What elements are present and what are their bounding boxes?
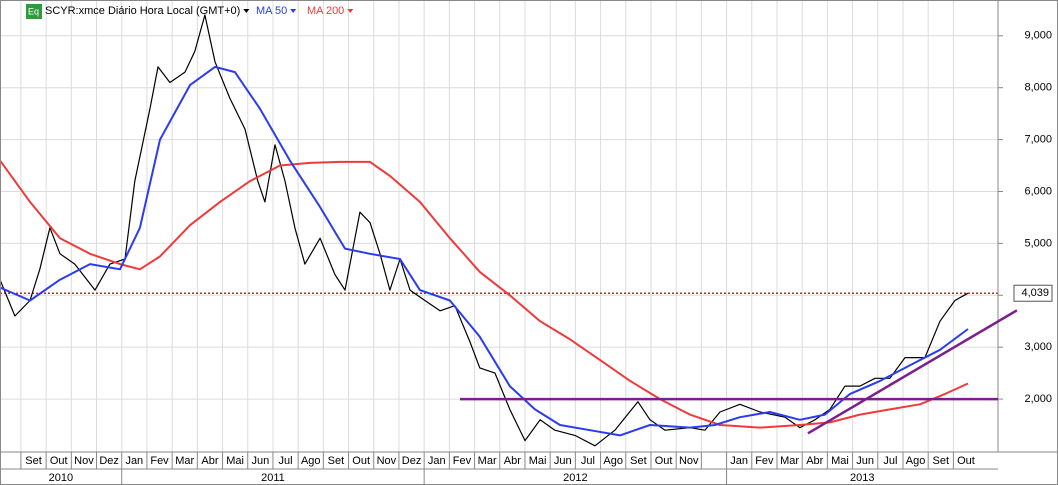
x-tick-label: Jul bbox=[883, 455, 897, 467]
x-tick-label: Out bbox=[50, 455, 68, 467]
y-tick-label: 3,000 bbox=[1024, 341, 1052, 353]
x-tick-label: Jun bbox=[554, 455, 572, 467]
legend-entry[interactable]: MA 200 bbox=[307, 5, 344, 17]
legend-entry[interactable]: MA 50 bbox=[256, 5, 287, 17]
y-tick-label: 8,000 bbox=[1024, 82, 1052, 94]
x-tick-label: Jul bbox=[279, 455, 293, 467]
ma-line bbox=[0, 65, 969, 437]
x-tick-label: Ago bbox=[603, 455, 623, 467]
x-tick-label: Jul bbox=[581, 455, 595, 467]
last-price-box bbox=[1013, 284, 1053, 302]
eq-icon-text: Eq bbox=[28, 6, 39, 16]
x-tick-label: Fev bbox=[755, 455, 774, 467]
ma-line bbox=[0, 159, 969, 429]
x-tick-label: Ago bbox=[906, 455, 926, 467]
x-tick-label: Fev bbox=[150, 455, 169, 467]
x-tick-label: Out bbox=[352, 455, 370, 467]
x-tick-label: Jan bbox=[125, 455, 143, 467]
x-tick-label: Mai bbox=[226, 455, 244, 467]
y-tick-label: 7,000 bbox=[1024, 134, 1052, 146]
x-tick-label: Abr bbox=[806, 455, 823, 467]
year-label: 2010 bbox=[49, 472, 73, 484]
x-tick-label: Jan bbox=[428, 455, 446, 467]
x-tick-label: Dez bbox=[99, 455, 119, 467]
year-label: 2011 bbox=[261, 472, 285, 484]
last-price-label: 4,039 bbox=[1021, 287, 1049, 299]
x-tick-label: Nov bbox=[377, 455, 397, 467]
x-tick-label: Abr bbox=[504, 455, 521, 467]
y-tick-label: 5,000 bbox=[1024, 237, 1052, 249]
x-tick-label: Jan bbox=[730, 455, 748, 467]
marks bbox=[0, 14, 998, 447]
trend-line bbox=[807, 309, 1018, 435]
x-tick-label: Mai bbox=[831, 455, 849, 467]
x-tick-label: Ago bbox=[301, 455, 321, 467]
x-tick-label: Nov bbox=[679, 455, 699, 467]
x-tick-label: Mar bbox=[780, 455, 799, 467]
x-tick-label: Mai bbox=[529, 455, 547, 467]
x-tick-label: Dez bbox=[402, 455, 422, 467]
x-tick-label: Out bbox=[655, 455, 673, 467]
x-tick-label: Set bbox=[328, 455, 345, 467]
legend-dropdown bbox=[243, 9, 250, 13]
legend-dropdown bbox=[347, 9, 354, 13]
x-tick-label: Set bbox=[25, 455, 42, 467]
x-tick-label: Fev bbox=[453, 455, 472, 467]
eq-icon bbox=[26, 4, 42, 19]
grid bbox=[0, 0, 998, 452]
year-label: 2012 bbox=[563, 472, 587, 484]
y-tick-label: 9,000 bbox=[1024, 30, 1052, 42]
year-label: 2013 bbox=[850, 472, 874, 484]
x-tick-label: Set bbox=[933, 455, 950, 467]
x-tick-label: Jun bbox=[251, 455, 269, 467]
y-tick-label: 2,000 bbox=[1024, 393, 1052, 405]
x-tick-label: Mar bbox=[478, 455, 497, 467]
price-line bbox=[0, 14, 969, 447]
x-tick-label: Abr bbox=[201, 455, 218, 467]
legend-entry[interactable]: SCYR:xmce Diário Hora Local (GMT+0) bbox=[45, 5, 240, 17]
x-tick-label: Nov bbox=[74, 455, 94, 467]
y-tick-label: 6,000 bbox=[1024, 185, 1052, 197]
x-tick-label: Out bbox=[957, 455, 975, 467]
legend: Eq SCYR:xmce Diário Hora Local (GMT+0) M… bbox=[26, 4, 344, 19]
x-tick-label: Jun bbox=[856, 455, 874, 467]
x-tick-label: Set bbox=[630, 455, 647, 467]
x-tick-label: Mar bbox=[175, 455, 194, 467]
legend-dropdown bbox=[290, 9, 297, 13]
